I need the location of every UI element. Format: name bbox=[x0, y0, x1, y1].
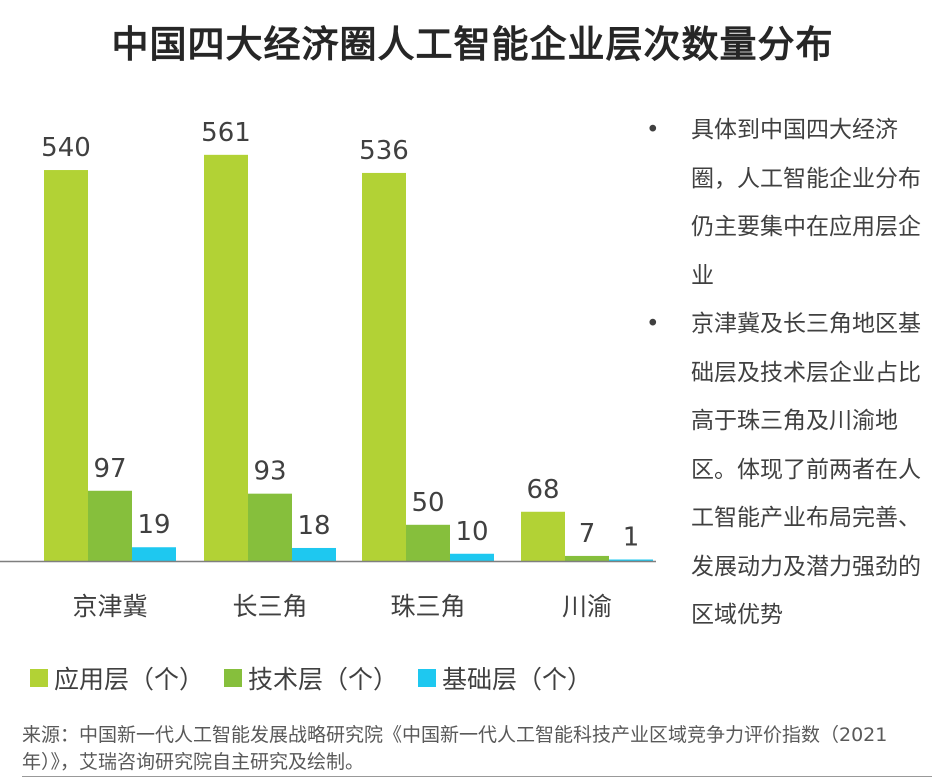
legend-swatch bbox=[418, 669, 437, 687]
legend-swatch bbox=[224, 669, 243, 687]
data-label: 536 bbox=[359, 136, 409, 166]
bar bbox=[521, 511, 565, 561]
legend: 应用层（个） 技术层（个） 基础层（个） bbox=[30, 660, 592, 696]
bar bbox=[565, 555, 609, 561]
note-item: • 京津冀及长三角地区基础层及技术层企业占比高于珠三角及川渝地区。体现了前两者在人… bbox=[640, 300, 935, 640]
bar bbox=[132, 547, 176, 561]
bar bbox=[204, 154, 248, 561]
bar bbox=[292, 547, 336, 561]
legend-item: 应用层（个） bbox=[30, 660, 204, 696]
legend-label: 技术层（个） bbox=[248, 665, 399, 694]
bar bbox=[450, 553, 494, 561]
source-note: 来源：中国新一代人工智能发展战略研究院《中国新一代人工智能科技产业区域竞争力评价… bbox=[22, 722, 932, 777]
data-label: 561 bbox=[201, 118, 251, 148]
bar bbox=[88, 490, 132, 561]
bar bbox=[44, 170, 88, 562]
data-label: 1 bbox=[623, 523, 640, 553]
category-label: 京津冀 bbox=[72, 592, 147, 621]
bar bbox=[248, 493, 292, 561]
legend-item: 技术层（个） bbox=[224, 660, 398, 696]
notes: • 具体到中国四大经济圈，人工智能企业分布仍主要集中在应用层企业 • 京津冀及长三角… bbox=[640, 106, 935, 640]
note-item: • 具体到中国四大经济圈，人工智能企业分布仍主要集中在应用层企业 bbox=[640, 106, 935, 300]
bar bbox=[406, 524, 450, 561]
chart-title: 中国四大经济圈人工智能企业层次数量分布 bbox=[111, 23, 834, 66]
data-label: 18 bbox=[297, 511, 330, 541]
legend-label: 基础层（个） bbox=[442, 665, 593, 694]
data-label: 68 bbox=[526, 475, 559, 505]
bar bbox=[609, 559, 653, 561]
data-label: 540 bbox=[41, 133, 91, 163]
category-label: 珠三角 bbox=[390, 592, 465, 621]
bullet-icon: • bbox=[646, 311, 660, 337]
bar bbox=[362, 172, 406, 561]
legend-swatch bbox=[30, 669, 48, 687]
legend-item: 基础层（个） bbox=[418, 660, 592, 696]
bar-chart: 540 561 536 68 97 93 50 7 19 18 10 1 京津冀 长三角 珠三角 川渝 bbox=[0, 118, 656, 621]
note-text: 具体到中国四大经济圈，人工智能企业分布仍主要集中在应用层企业 bbox=[691, 117, 921, 289]
data-label: 93 bbox=[253, 457, 286, 487]
category-label: 长三角 bbox=[232, 592, 307, 621]
data-label: 97 bbox=[93, 454, 126, 484]
data-label: 19 bbox=[137, 510, 170, 540]
bullet-icon: • bbox=[646, 117, 660, 143]
note-text: 京津冀及长三角地区基础层及技术层企业占比高于珠三角及川渝地区。体现了前两者在人工… bbox=[691, 311, 921, 628]
data-label: 50 bbox=[411, 488, 444, 518]
data-label: 10 bbox=[455, 517, 488, 547]
category-label: 川渝 bbox=[562, 592, 612, 621]
data-label: 7 bbox=[579, 519, 596, 549]
legend-label: 应用层（个） bbox=[54, 665, 205, 694]
